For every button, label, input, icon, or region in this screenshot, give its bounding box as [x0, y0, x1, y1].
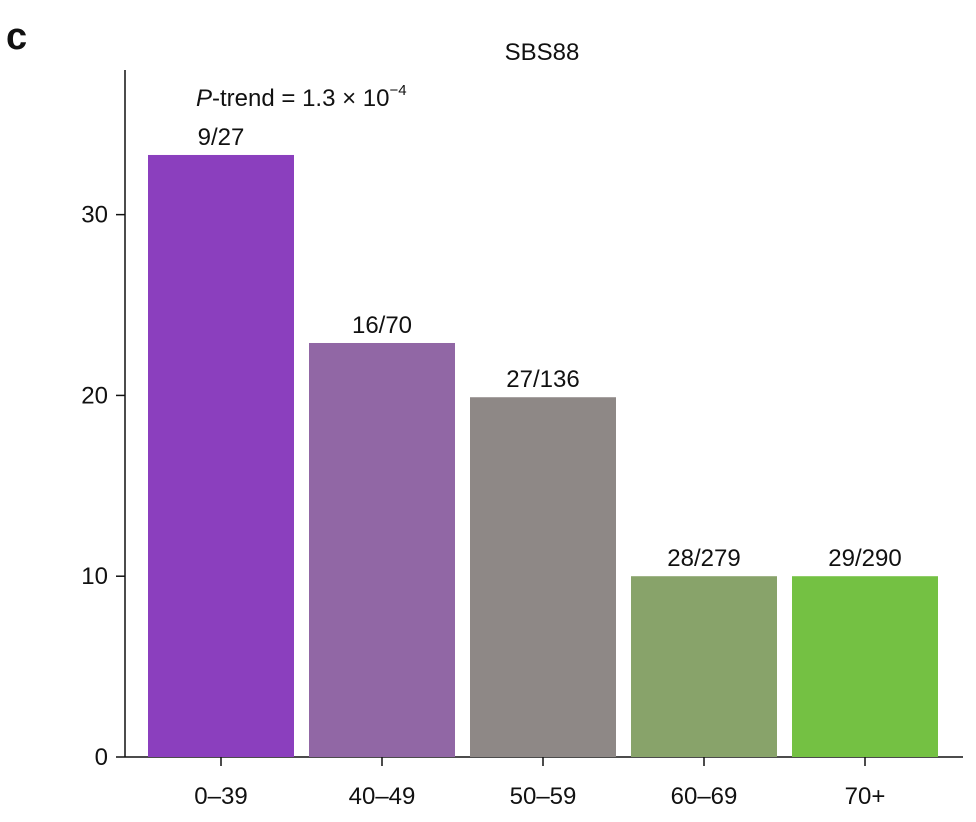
p-trend-annotation: P-trend = 1.3 × 10−4 [196, 82, 407, 112]
chart-title: SBS88 [505, 39, 580, 66]
bar [470, 397, 616, 757]
x-tick-label: 70+ [845, 783, 886, 810]
y-tick-label: 30 [81, 202, 108, 229]
bar-value-label: 29/290 [828, 545, 901, 572]
y-tick-label: 20 [81, 382, 108, 409]
bar-value-label: 16/70 [352, 312, 412, 339]
x-tick-label: 50–59 [510, 783, 577, 810]
bar [148, 154, 294, 757]
p-italic: P [196, 85, 212, 112]
p-trend-text: -trend = 1.3 × 10 [212, 85, 389, 112]
y-ticks-group: 0 10 20 30 [81, 202, 125, 771]
bar-value-label: 9/27 [198, 124, 245, 151]
bar [309, 342, 455, 757]
x-tick-label: 40–49 [349, 783, 416, 810]
y-tick-label: 0 [95, 744, 108, 771]
bar-value-label: 27/136 [506, 366, 579, 393]
bar-labels-group: 9/27 16/70 27/136 28/279 29/290 [198, 124, 902, 572]
panel-letter: c [6, 16, 28, 58]
bar-value-label: 28/279 [667, 545, 740, 572]
bar [631, 576, 777, 757]
y-tick-label: 10 [81, 563, 108, 590]
x-tick-label: 0–39 [194, 783, 247, 810]
x-tick-label: 60–69 [671, 783, 738, 810]
bars-group [148, 154, 938, 757]
bar [792, 576, 938, 757]
x-ticks-group: 0–39 40–49 50–59 60–69 70+ [194, 757, 885, 810]
p-trend-exponent: −4 [389, 82, 406, 99]
